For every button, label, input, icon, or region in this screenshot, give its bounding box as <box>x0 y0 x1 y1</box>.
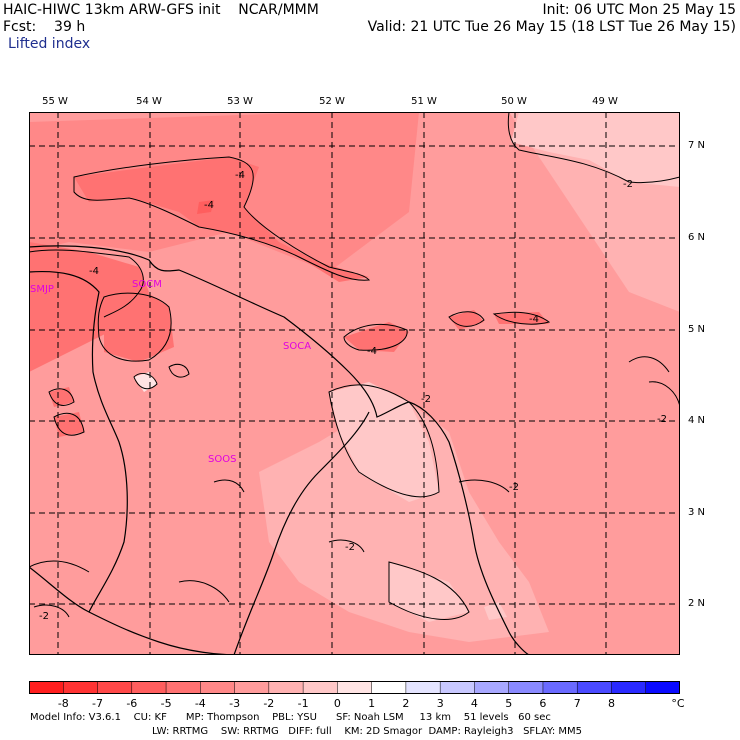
colorbar-cell <box>97 681 133 694</box>
lon-label: 49 W <box>592 96 618 107</box>
lon-label: 50 W <box>501 96 527 107</box>
colorbar-tick-label: 1 <box>368 697 376 710</box>
colorbar-cell <box>165 681 202 694</box>
station-label: SMJP <box>30 284 54 295</box>
colorbar-tick-label: -7 <box>92 697 103 710</box>
colorbar-cell <box>234 681 270 694</box>
colorbar-tick-label: 6 <box>539 697 547 710</box>
colorbar-cell <box>405 681 441 694</box>
field-name: Lifted index <box>8 36 91 52</box>
field-region <box>329 382 439 502</box>
model-info-line2: LW: RRTMG SW: RRTMG DIFF: full KM: 2D Sm… <box>152 726 582 737</box>
field-region <box>29 242 149 372</box>
contour-label: -4 <box>367 346 377 357</box>
colorbar-tick-label: -6 <box>126 697 138 710</box>
colorbar-cell <box>200 681 236 694</box>
colorbar-tick-label: 5 <box>505 697 513 710</box>
lon-label: 55 W <box>42 96 68 107</box>
colorbar-cell <box>576 681 613 694</box>
station-label: SOCM <box>132 279 162 290</box>
field-region <box>511 112 680 187</box>
colorbar-cell <box>29 681 65 694</box>
colorbar-cell <box>371 681 407 694</box>
colorbar-frame <box>29 681 680 694</box>
contour-label: -2 <box>657 414 667 425</box>
lat-label: 7 N <box>688 140 706 151</box>
field-region <box>74 157 369 282</box>
contour-label: -2 <box>345 542 355 553</box>
lat-label: 3 N <box>688 507 706 518</box>
field-region <box>134 372 157 392</box>
station-label: SOOS <box>208 454 237 465</box>
contour-label: -4 <box>235 170 245 181</box>
colorbar-cell <box>337 681 373 694</box>
field-region <box>449 310 484 330</box>
colorbar-tick-label: 3 <box>436 697 444 710</box>
lifted-index-map: -4 -4 -4 -4 -4 -2 -2 -2 -2 -2 -2 <box>29 112 680 655</box>
field-region <box>54 412 84 437</box>
lon-label: 52 W <box>319 96 345 107</box>
lat-label: 6 N <box>688 232 706 243</box>
contour-lines <box>29 112 680 620</box>
colorbar-tick-label: -3 <box>229 697 241 710</box>
latlon-grid <box>29 112 680 655</box>
lat-label: 5 N <box>688 324 706 335</box>
colorbar-cell <box>63 681 99 694</box>
colorbar-tick-label: 2 <box>402 697 410 710</box>
colorbar-cell <box>542 681 578 694</box>
contour-label: -2 <box>509 482 519 493</box>
valid-time: Valid: 21 UTC Tue 26 May 15 (18 LST Tue … <box>367 19 736 35</box>
field-region <box>389 562 469 622</box>
contour-label: -2 <box>421 394 431 405</box>
colorbar-cell <box>611 681 647 694</box>
contour-label: -4 <box>204 200 214 211</box>
lon-label: 54 W <box>136 96 162 107</box>
contour-label: -4 <box>89 266 99 277</box>
colorbar-tick-label: -2 <box>263 697 275 710</box>
lat-label: 4 N <box>688 415 706 426</box>
colorbar-tick-label: 8 <box>608 697 615 710</box>
field-region <box>104 287 174 362</box>
contour-label: -2 <box>39 611 49 622</box>
lon-label: 51 W <box>411 96 437 107</box>
colorbar-tick-label: -1 <box>297 697 309 710</box>
colorbar <box>29 681 680 694</box>
map-frame <box>29 112 680 655</box>
lon-label: 53 W <box>227 96 253 107</box>
colorbar-tick-label: 7 <box>573 697 581 710</box>
colorbar-tick-label: -5 <box>160 697 172 710</box>
colorbar-tick-label: -4 <box>194 697 206 710</box>
colorbar-cell <box>645 681 680 694</box>
colorbar-cell <box>268 681 304 694</box>
colorbar-tick-label: -8 <box>57 697 69 710</box>
colorbar-cell <box>439 681 476 694</box>
field-region <box>197 200 214 214</box>
contour-label: -4 <box>529 314 539 325</box>
colorbar-tick-label: 4 <box>470 697 478 710</box>
contour-label: -2 <box>623 179 633 190</box>
model-title: HAIC-HIWC 13km ARW-GFS init NCAR/MMM <box>3 2 319 18</box>
init-time: Init: 06 UTC Mon 25 May 15 <box>542 2 736 18</box>
forecast-hour: Fcst: 39 h <box>3 19 86 35</box>
colorbar-cell <box>302 681 339 694</box>
colorbar-cell <box>131 681 167 694</box>
station-label: SOCA <box>283 341 312 352</box>
lat-label: 2 N <box>688 598 706 609</box>
model-info-line1: Model Info: V3.6.1 CU: KF MP: Thompson P… <box>30 712 551 723</box>
colorbar-cell <box>474 681 510 694</box>
colorbar-unit: °C <box>671 697 685 710</box>
colorbar-tick-label: 0 <box>333 697 341 710</box>
colorbar-cell <box>508 681 544 694</box>
coastlines <box>29 245 530 655</box>
